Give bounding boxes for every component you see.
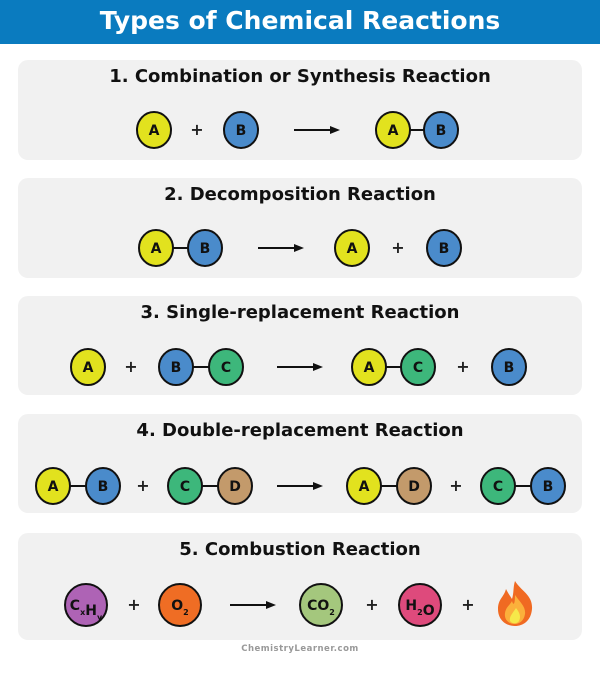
atom-b xyxy=(530,467,566,505)
fire-icon xyxy=(498,581,533,626)
atom-label: A xyxy=(388,123,399,139)
atom-b xyxy=(491,348,527,386)
plus-sign: + xyxy=(190,120,203,139)
arrow-icon xyxy=(277,363,323,371)
atom-label: B xyxy=(236,123,247,139)
panel-title: 3. Single-replacement Reaction xyxy=(140,302,460,323)
atom-a xyxy=(35,467,71,505)
atom-label: A xyxy=(48,479,59,495)
atom-b xyxy=(223,111,259,149)
formula-label: H2O xyxy=(405,598,434,619)
molecule: B xyxy=(223,111,259,149)
atom-label: A xyxy=(364,360,375,376)
atom-a xyxy=(138,229,174,267)
panel-title: 2. Decomposition Reaction xyxy=(164,184,436,205)
arrow-icon xyxy=(258,244,304,252)
atom-label: B xyxy=(439,241,450,257)
panel-combustion: 5. Combustion Reaction xyxy=(18,533,582,640)
arrow-icon xyxy=(230,601,276,609)
atom-a xyxy=(70,348,106,386)
atom-label: A xyxy=(83,360,94,376)
atom-a xyxy=(351,348,387,386)
atom-d xyxy=(396,467,432,505)
plus-sign: + xyxy=(456,357,469,376)
plus-sign: + xyxy=(127,595,140,614)
atom-b xyxy=(187,229,223,267)
footer-credit: ChemistryLearner.com xyxy=(241,644,359,654)
molecule: A xyxy=(136,111,172,149)
atom-c xyxy=(400,348,436,386)
atom-b xyxy=(158,348,194,386)
atom-b xyxy=(423,111,459,149)
panel-single-replacement: 3. Single-replacement Reaction xyxy=(18,296,582,395)
atom-d xyxy=(217,467,253,505)
plus-sign: + xyxy=(391,238,404,257)
plus-sign: + xyxy=(136,476,149,495)
atom-a xyxy=(334,229,370,267)
molecule: B xyxy=(426,229,462,267)
molecule-h2o: H2O xyxy=(398,583,442,627)
atom-label: B xyxy=(436,123,447,139)
atom-label: B xyxy=(504,360,515,376)
atom-label: A xyxy=(347,241,358,257)
atom-c xyxy=(208,348,244,386)
atom-c xyxy=(480,467,516,505)
atom-a xyxy=(346,467,382,505)
panel-title: 5. Combustion Reaction xyxy=(179,539,421,560)
atom-a xyxy=(136,111,172,149)
atom-label: A xyxy=(359,479,370,495)
atom-label: A xyxy=(149,123,160,139)
atom-a xyxy=(375,111,411,149)
atom-label: D xyxy=(408,479,420,495)
formula-label: CO2 xyxy=(307,598,335,617)
molecule: A xyxy=(70,348,106,386)
atom-b xyxy=(85,467,121,505)
atom-b xyxy=(426,229,462,267)
molecule: A xyxy=(334,229,370,267)
molecule: B xyxy=(491,348,527,386)
atom-label: A xyxy=(151,241,162,257)
panel-title: 1. Combination or Synthesis Reaction xyxy=(109,66,491,87)
atom-label: B xyxy=(200,241,211,257)
atom-label: C xyxy=(180,479,190,495)
atom-c xyxy=(167,467,203,505)
molecule-o2: O2 xyxy=(158,583,202,627)
plus-sign: + xyxy=(449,476,462,495)
atom-label: C xyxy=(221,360,231,376)
formula-label: O2 xyxy=(171,598,188,617)
arrow-icon xyxy=(277,482,323,490)
page-title: Types of Chemical Reactions xyxy=(0,0,600,44)
atom-label: D xyxy=(229,479,241,495)
panel-decomposition: 2. Decomposition Reaction xyxy=(18,178,582,278)
atom-label: B xyxy=(543,479,554,495)
molecule-co2: CO2 xyxy=(299,583,343,627)
plus-sign: + xyxy=(124,357,137,376)
atom-label: B xyxy=(171,360,182,376)
molecule-cxhy: CxHy xyxy=(64,583,108,627)
atom-label: C xyxy=(413,360,423,376)
atom-label: C xyxy=(493,479,503,495)
formula-label: CxHy xyxy=(70,598,103,622)
arrow-icon xyxy=(294,126,340,134)
panel-combination: 1. Combination or Synthesis Reaction xyxy=(18,60,582,160)
plus-sign: + xyxy=(365,595,378,614)
plus-sign: + xyxy=(461,595,474,614)
panel-title: 4. Double-replacement Reaction xyxy=(136,420,464,441)
atom-label: B xyxy=(98,479,109,495)
